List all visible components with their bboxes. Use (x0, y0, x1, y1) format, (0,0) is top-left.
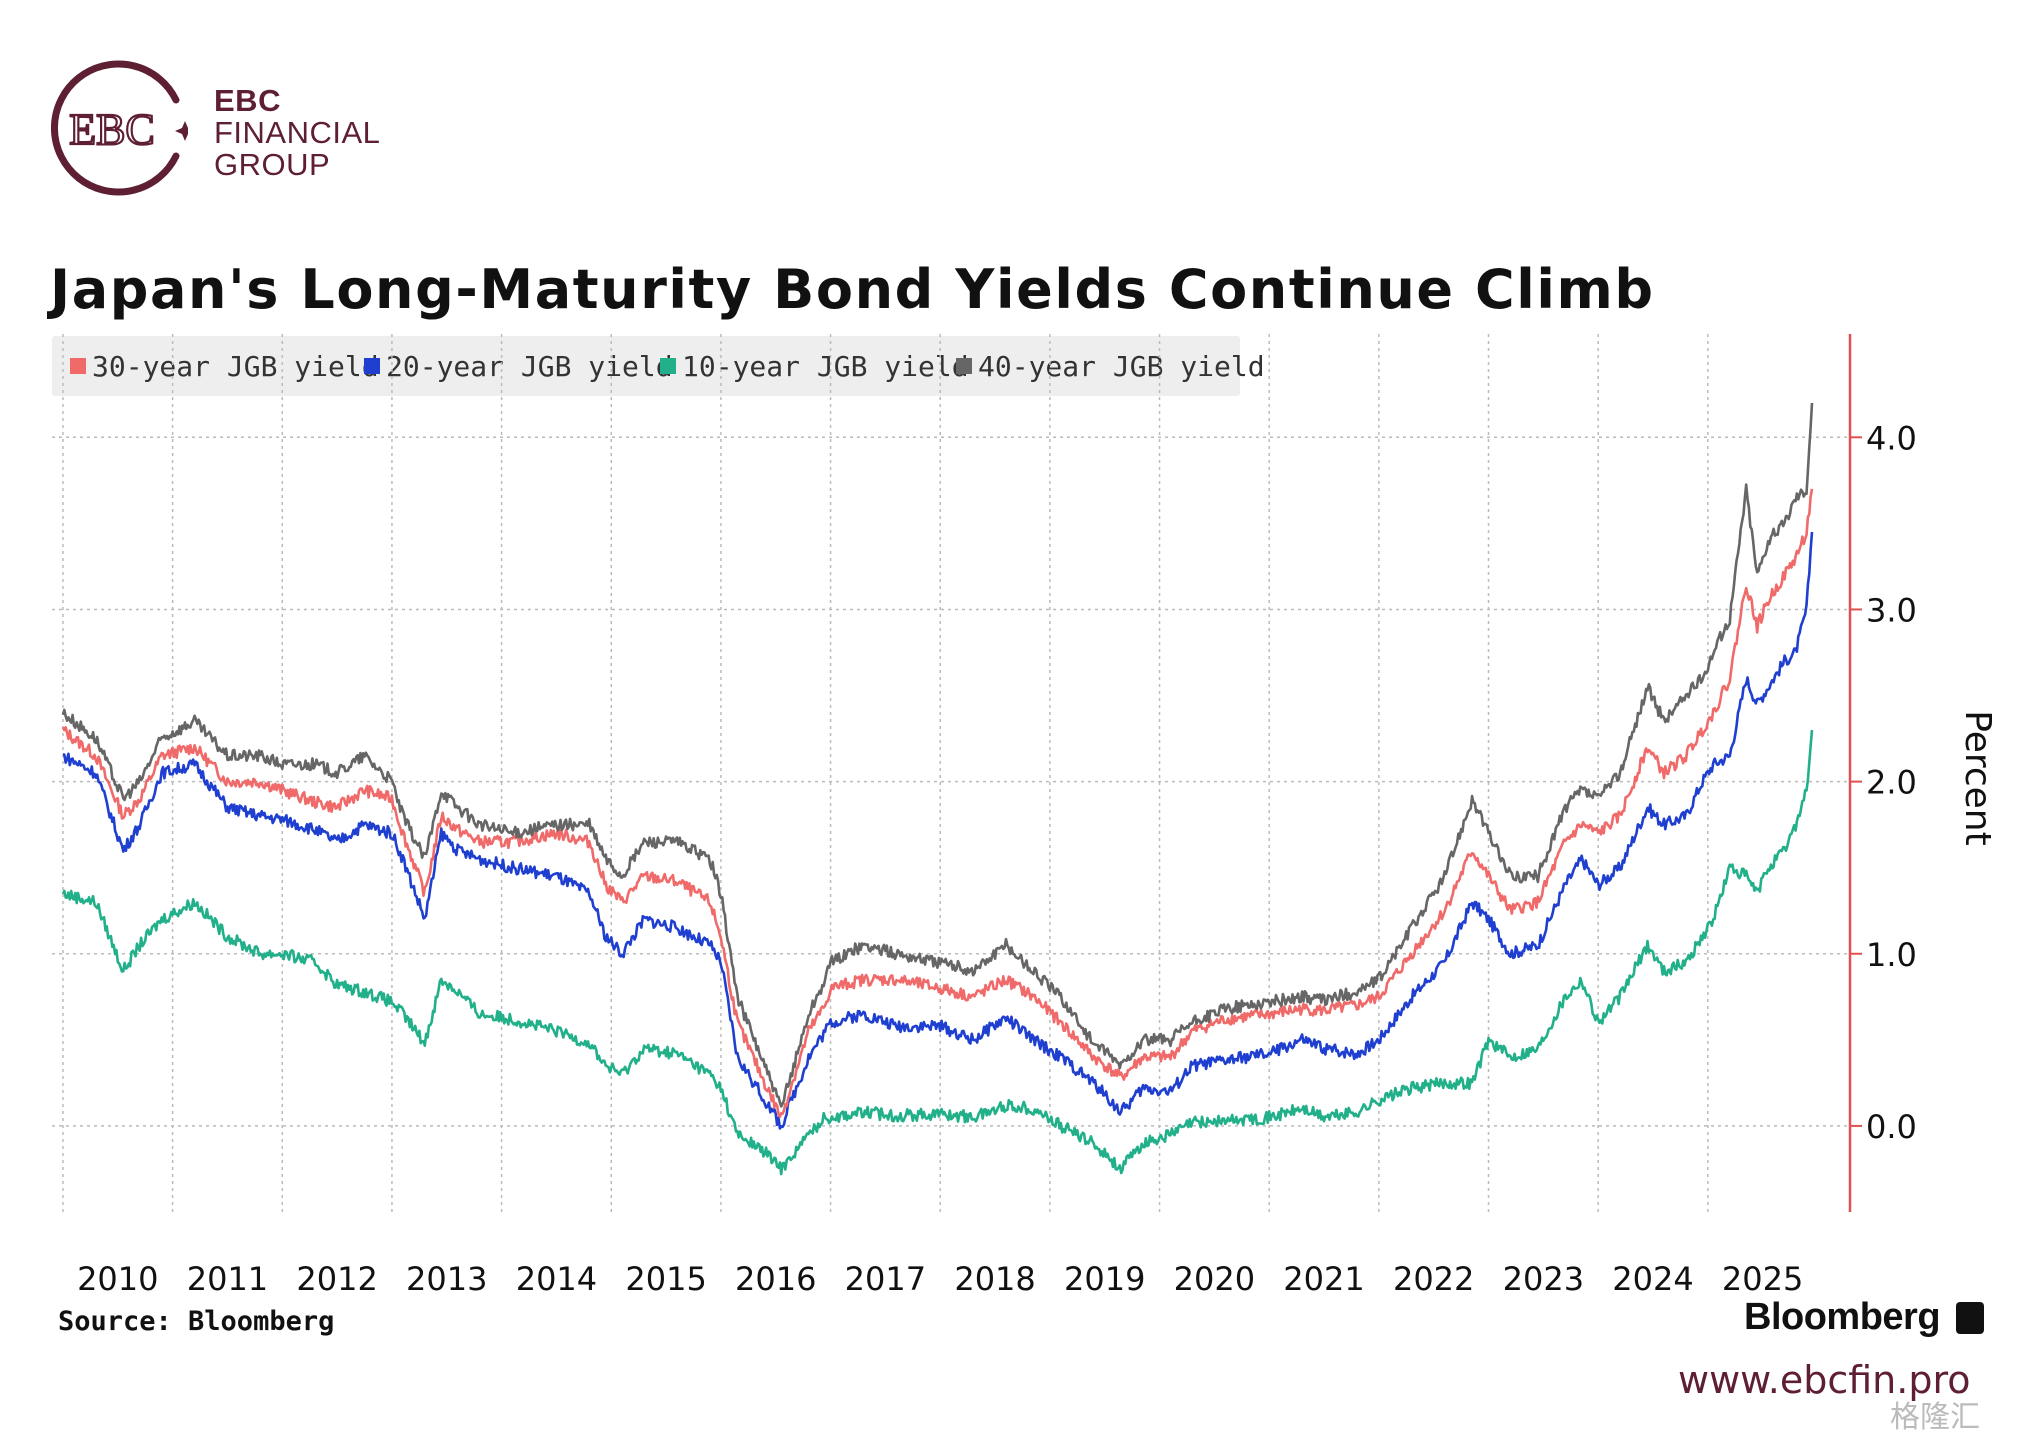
x-tick-label: 2021 (1283, 1260, 1364, 1298)
brand-name-line2: FINANCIAL (214, 115, 381, 150)
chart-title: Japan's Long-Maturity Bond Yields Contin… (50, 258, 1655, 321)
x-tick-label: 2020 (1174, 1260, 1255, 1298)
y-tick-label: 0.0 (1866, 1108, 1917, 1146)
y-tick-label: 2.0 (1866, 764, 1917, 802)
x-tick-label: 2018 (954, 1260, 1035, 1298)
logo-ring (50, 60, 180, 196)
x-tick-label: 2014 (516, 1260, 597, 1298)
x-tick-label: 2015 (625, 1260, 706, 1298)
brand-name-line3: GROUP (214, 147, 331, 182)
series-line-30y (61, 488, 1814, 1119)
logo-letters: EBC (69, 105, 155, 154)
series-line-40y (61, 402, 1814, 1108)
legend-label-30y: 30-year JGB yield (92, 349, 379, 383)
x-tick-label: 2025 (1722, 1260, 1803, 1298)
chart-legend: 30-year JGB yield 20-year JGB yield 10-y… (52, 336, 1265, 396)
website-link[interactable]: www.ebcfin.pro (1678, 1358, 1971, 1402)
x-tick-label: 2017 (845, 1260, 926, 1298)
x-tick-label: 2012 (296, 1260, 377, 1298)
legend-swatch-10y (660, 358, 676, 374)
legend-item-20y: 20-year JGB yield (364, 348, 673, 384)
bloomberg-terminal-icon (1956, 1302, 1984, 1334)
chart-grid (52, 334, 1850, 1212)
legend-label-20y: 20-year JGB yield (386, 349, 673, 383)
logo-sparkle (175, 121, 188, 141)
x-tick-label: 2022 (1393, 1260, 1474, 1298)
legend-label-10y: 10-year JGB yield (682, 349, 969, 383)
legend-item-40y: 40-year JGB yield (956, 348, 1265, 384)
x-tick-label: 2011 (187, 1260, 268, 1298)
series-line-20y (63, 531, 1814, 1130)
legend-swatch-20y (364, 358, 380, 374)
bloomberg-mark: Bloomberg (1744, 1296, 1941, 1338)
legend-item-10y: 10-year JGB yield (660, 348, 969, 384)
y-tick-label: 1.0 (1866, 936, 1917, 974)
legend-swatch-30y (70, 358, 86, 374)
series-line-10y (61, 729, 1814, 1176)
chart-series (61, 402, 1814, 1176)
y-axis: 0.0 1.0 2.0 3.0 4.0 (1848, 334, 1917, 1212)
x-tick-label: 2019 (1064, 1260, 1145, 1298)
x-tick-label: 2013 (406, 1260, 487, 1298)
x-tick-label: 2010 (77, 1260, 158, 1298)
legend-label-40y: 40-year JGB yield (978, 349, 1265, 383)
y-tick-label: 4.0 (1866, 419, 1917, 457)
x-tick-label: 2024 (1612, 1260, 1693, 1298)
x-tick-label: 2023 (1503, 1260, 1584, 1298)
watermark: 格隆汇 (1890, 1400, 1980, 1435)
x-axis: 2010 2011 2012 2013 2014 2015 2016 2017 2018 2019… (77, 1260, 1803, 1298)
ebc-logo-icon: EBC (50, 60, 188, 196)
x-tick-label: 2016 (735, 1260, 816, 1298)
brand-name-line1: EBC (214, 83, 281, 118)
y-tick-label: 3.0 (1866, 591, 1917, 629)
y-axis-label: Percent (1957, 710, 1998, 845)
legend-swatch-40y (956, 358, 972, 374)
legend-item-30y: 30-year JGB yield (70, 348, 379, 384)
source-note: Source: Bloomberg (58, 1306, 335, 1337)
